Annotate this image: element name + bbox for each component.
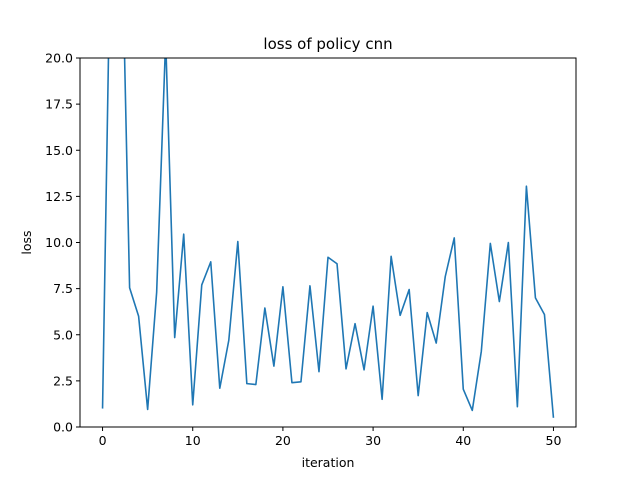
y-tick-label: 5.0	[53, 327, 73, 342]
y-tick-label: 7.5	[53, 281, 73, 296]
plot-area	[79, 57, 577, 428]
y-tick-label: 17.5	[45, 97, 73, 112]
x-axis: 0 10 20 30 40 50	[99, 427, 562, 448]
y-axis-title: loss	[19, 230, 34, 254]
x-tick-label: 10	[185, 433, 201, 448]
y-tick-label: 20.0	[45, 51, 73, 66]
y-tick-label: 12.5	[45, 189, 73, 204]
x-tick-label: 40	[455, 433, 471, 448]
x-axis-title: iteration	[302, 455, 355, 470]
y-tick-label: 15.0	[45, 143, 73, 158]
plot-background	[80, 58, 576, 427]
x-tick-label: 0	[99, 433, 107, 448]
y-tick-label: 10.0	[45, 235, 73, 250]
x-tick-label: 50	[546, 433, 562, 448]
loss-series-line	[101, 58, 555, 418]
y-tick-label: 2.5	[53, 373, 73, 388]
y-tick-label: 0.0	[53, 420, 73, 435]
y-axis: 0.0 2.5 5.0 7.5 10.0 12.5 15.0 17.5 20.0	[45, 51, 80, 435]
chart-title: loss of policy cnn	[263, 35, 392, 53]
x-tick-label: 30	[365, 433, 381, 448]
x-tick-label: 20	[275, 433, 291, 448]
